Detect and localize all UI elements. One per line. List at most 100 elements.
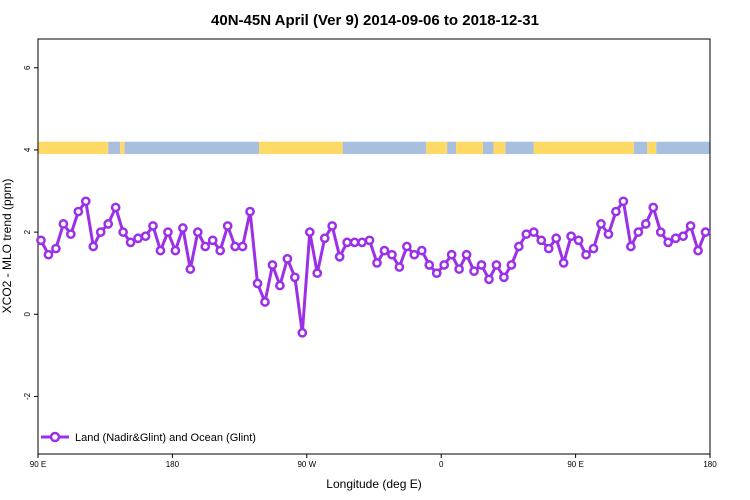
data-point: [394, 262, 405, 272]
series-line-group: [36, 196, 711, 338]
data-point: [334, 251, 345, 262]
data-point: [252, 278, 263, 289]
series-line: [39, 199, 707, 335]
data-point: [275, 280, 285, 291]
y-tick-label: 0: [23, 312, 32, 317]
data-point: [536, 235, 547, 246]
data-point: [185, 264, 196, 274]
data-point: [700, 227, 711, 237]
data-point: [439, 260, 450, 270]
strip-segment-land: [120, 141, 125, 155]
data-point: [528, 227, 539, 237]
data-point: [611, 206, 621, 217]
strip-segment-ocean: [633, 141, 648, 155]
data-point: [514, 241, 524, 252]
data-point: [573, 235, 584, 246]
data-point: [454, 264, 464, 274]
data-point: [670, 233, 681, 244]
data-point: [148, 221, 158, 231]
data-point: [170, 245, 181, 256]
data-point: [491, 260, 502, 270]
data-point: [633, 227, 644, 237]
data-point: [267, 260, 278, 270]
data-point: [245, 206, 255, 217]
plot-frame: [37, 38, 711, 455]
legend: Land (Nadir&Glint) and Ocean (Glint): [41, 431, 256, 444]
x-tick-label: 90 E: [30, 460, 46, 469]
data-point: [409, 249, 420, 260]
data-point: [484, 274, 494, 285]
data-point: [260, 297, 270, 307]
strip-segment-ocean: [342, 141, 427, 155]
data-point: [655, 227, 666, 237]
data-point: [290, 272, 300, 283]
data-point: [521, 229, 532, 240]
x-tick-label: 180: [703, 460, 717, 469]
legend-label: Land (Nadir&Glint) and Ocean (Glint): [75, 432, 256, 444]
data-point: [499, 272, 509, 283]
data-point: [685, 221, 696, 231]
strip-segment-ocean: [124, 141, 260, 155]
data-point: [140, 231, 151, 242]
data-point: [36, 235, 46, 246]
strip-segment-ocean: [656, 141, 710, 155]
data-point: [558, 258, 569, 268]
data-point: [342, 237, 352, 248]
data-point: [110, 202, 121, 213]
data-point: [43, 249, 54, 260]
data-point: [304, 227, 315, 237]
data-point: [663, 237, 674, 248]
data-point: [416, 245, 427, 256]
data-point: [237, 241, 248, 252]
strip-segment-land: [533, 141, 634, 155]
data-point: [446, 249, 457, 260]
data-point: [387, 249, 397, 260]
data-point: [163, 227, 173, 237]
data-point: [155, 245, 166, 256]
strip-segment-land: [493, 141, 506, 155]
data-point: [222, 221, 233, 231]
y-axis-label: XCO2 - MLO trend (ppm): [0, 179, 14, 314]
data-point: [603, 229, 614, 240]
data-point: [349, 237, 360, 248]
data-point: [200, 241, 211, 252]
data-point: [215, 245, 226, 256]
data-point: [88, 241, 99, 252]
data-point: [506, 260, 517, 270]
data-point: [596, 219, 606, 229]
data-point: [125, 237, 136, 248]
data-point: [640, 219, 651, 229]
legend-marker: [49, 431, 61, 443]
data-point: [581, 249, 591, 260]
data-point: [297, 327, 308, 338]
y-tick-label: 4: [23, 147, 32, 152]
x-axis-label: Longitude (deg E): [326, 477, 421, 491]
land-ocean-strip: [38, 141, 710, 155]
data-point: [207, 235, 218, 246]
x-tick-label: 180: [166, 460, 180, 469]
strip-segment-land: [259, 141, 343, 155]
y-tick-label: -2: [23, 392, 32, 400]
data-point: [364, 235, 375, 246]
data-point: [469, 266, 479, 277]
data-point: [402, 241, 412, 252]
data-point: [543, 243, 554, 254]
data-point: [566, 231, 576, 242]
data-point: [58, 219, 69, 229]
data-point: [618, 196, 629, 207]
data-point: [66, 229, 76, 240]
data-point: [431, 268, 442, 279]
data-point: [230, 241, 240, 252]
data-point: [327, 221, 338, 231]
data-point: [178, 223, 188, 233]
x-tick-label: 90 E: [567, 460, 583, 469]
data-point: [319, 233, 330, 244]
data-point: [693, 245, 703, 256]
strip-segment-ocean: [108, 141, 121, 155]
data-point: [461, 249, 472, 260]
data-point: [192, 227, 203, 237]
data-point: [80, 196, 91, 207]
strip-segment-land: [426, 141, 448, 155]
strip-segment-ocean: [447, 141, 457, 155]
